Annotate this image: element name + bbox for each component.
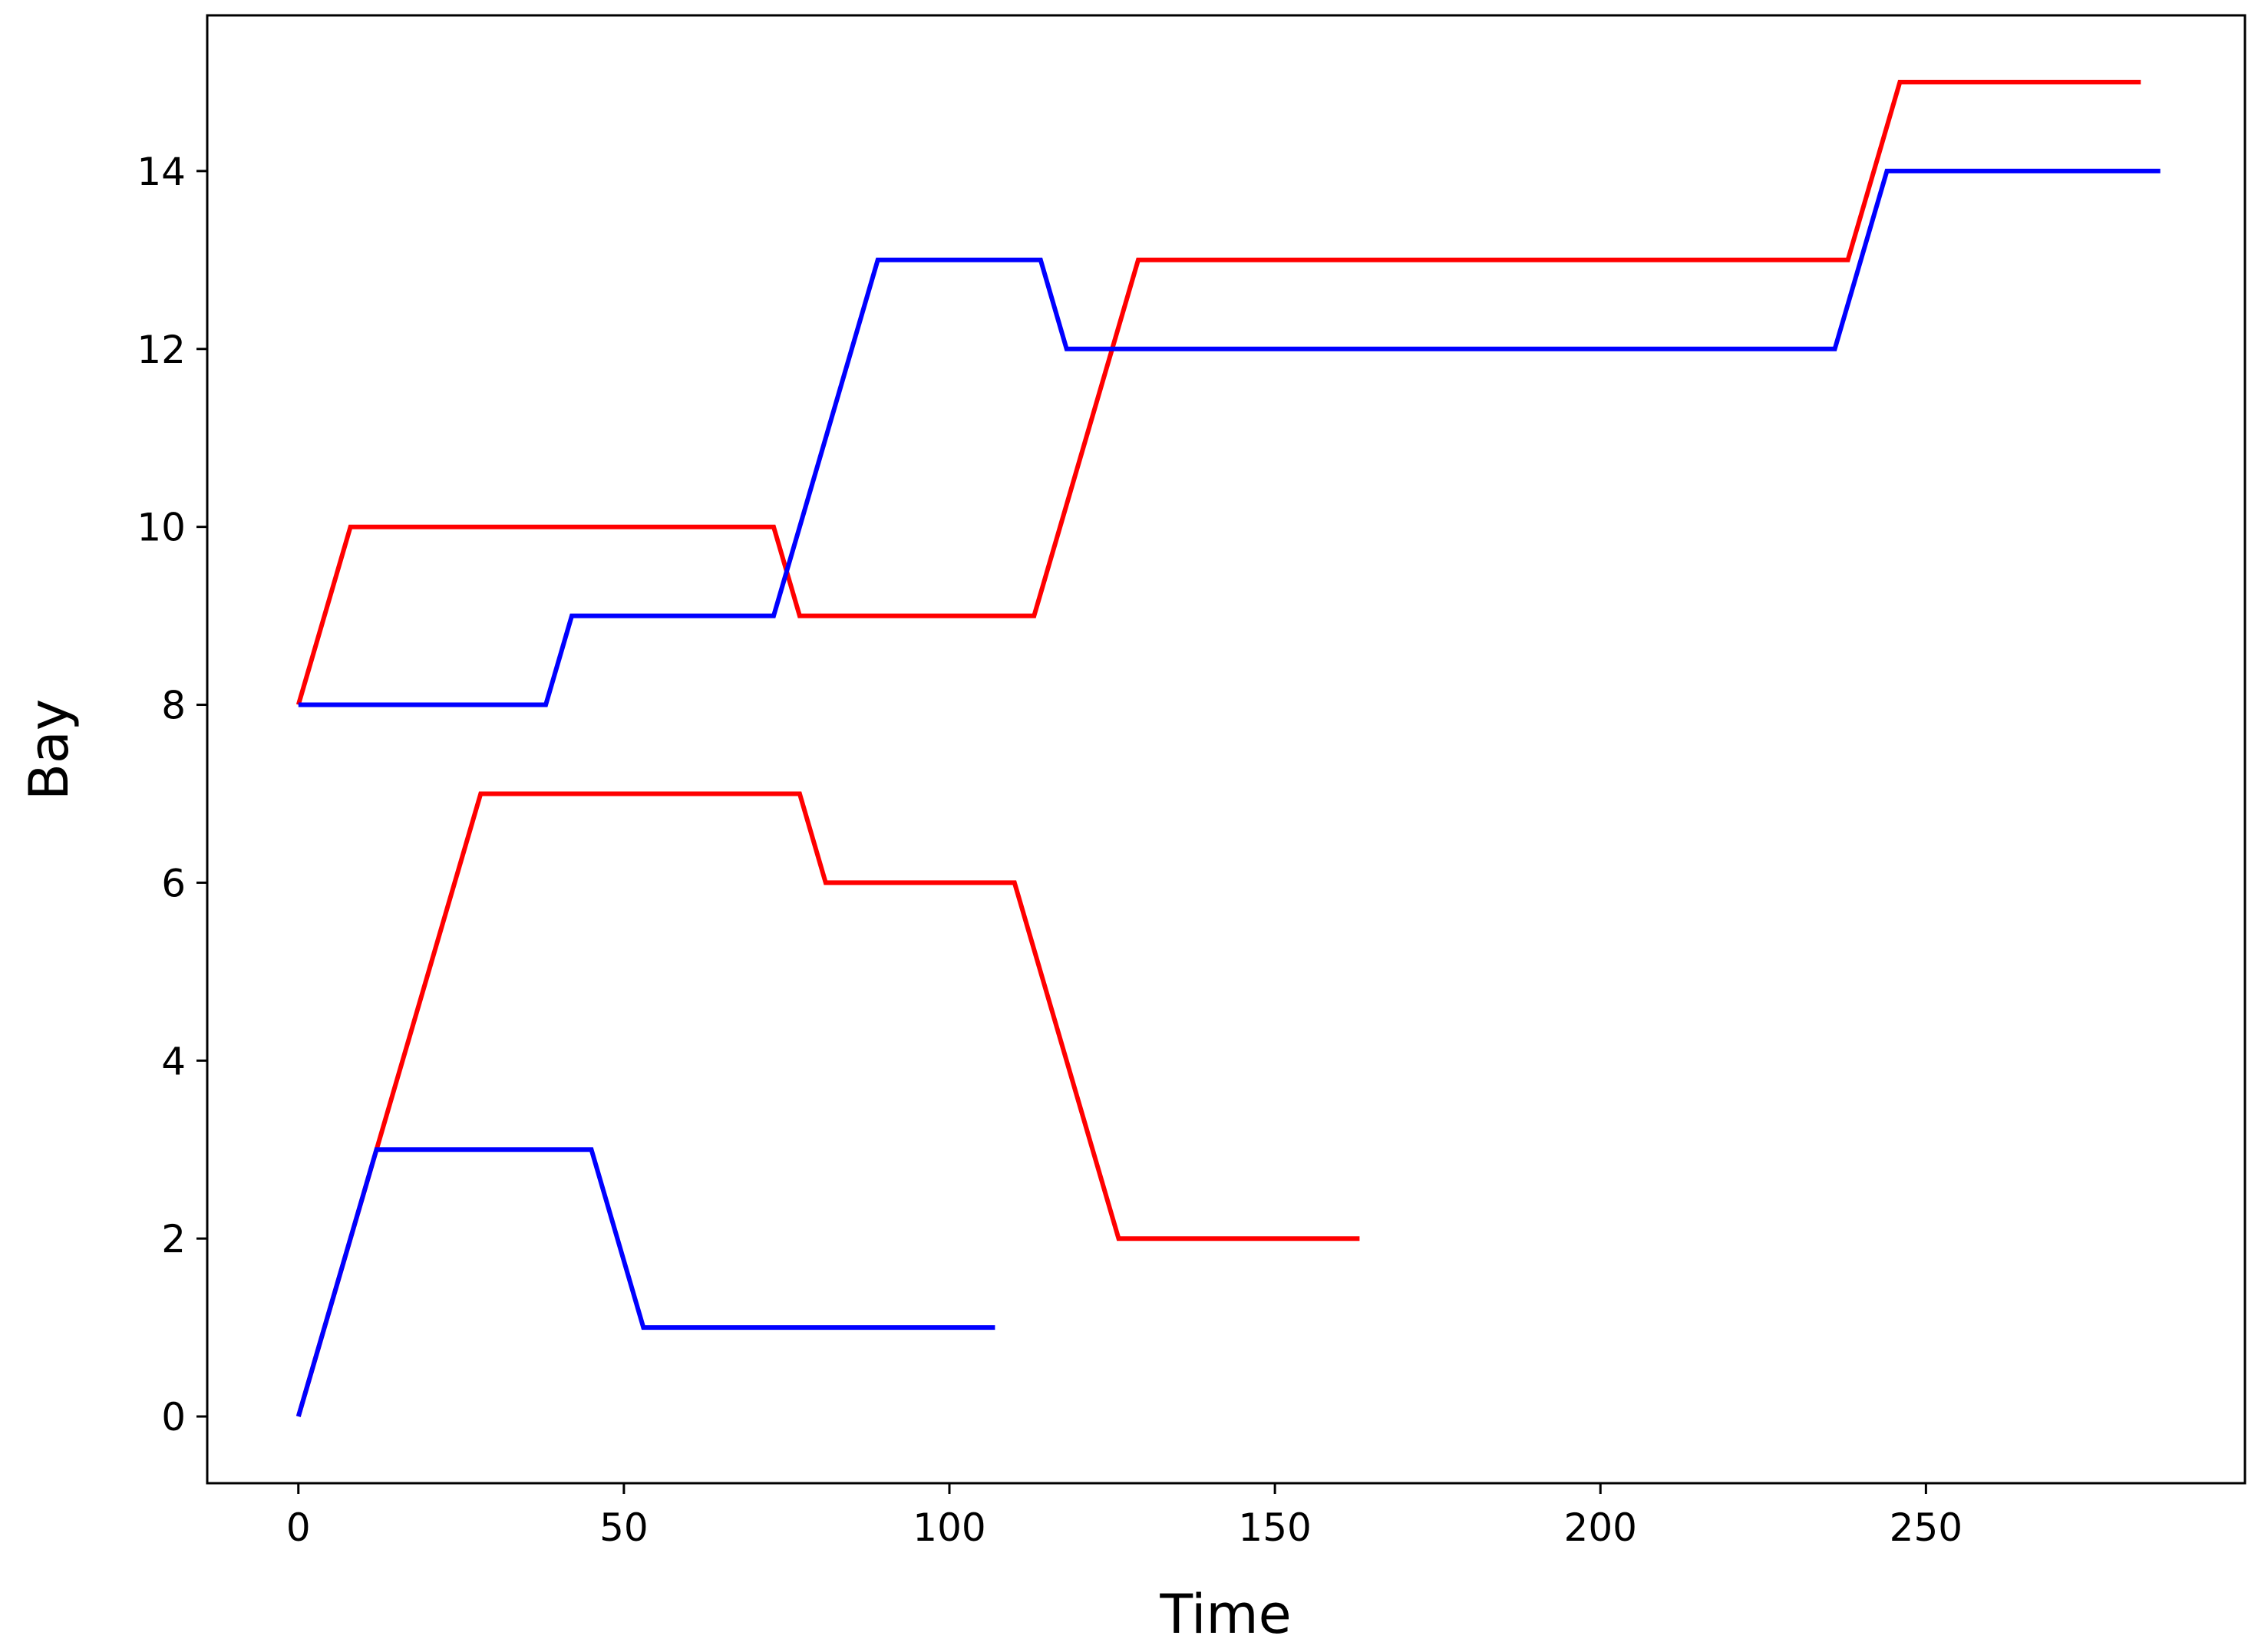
y-tick-label: 8 [161,684,186,728]
y-tick-label: 14 [137,150,186,194]
x-tick-label: 150 [1238,1505,1311,1550]
y-tick-label: 4 [161,1039,186,1083]
y-tick-label: 2 [161,1217,186,1261]
x-tick-label: 200 [1564,1505,1637,1550]
series-line-1 [295,80,2141,706]
x-axis-label: Time [1159,1583,1291,1646]
y-tick-label: 0 [161,1395,186,1439]
y-tick-label: 6 [161,861,186,905]
y-tick-label: 10 [137,506,186,550]
series-line-2 [295,791,1360,1417]
x-tick-label: 250 [1890,1505,1963,1550]
series-layer [295,80,2161,1417]
x-tick-label: 0 [286,1505,311,1550]
series-line-3 [298,168,2161,707]
tick-layer: 0 50 100 150 200 250 0 2 4 6 8 10 12 14 [137,150,1963,1550]
x-tick-label: 50 [599,1505,649,1550]
x-tick-label: 100 [913,1505,985,1550]
series-line-4 [295,1147,995,1417]
y-tick-label: 12 [137,328,186,372]
plot-frame [206,14,2246,1485]
y-axis-label: Bay [18,699,81,800]
